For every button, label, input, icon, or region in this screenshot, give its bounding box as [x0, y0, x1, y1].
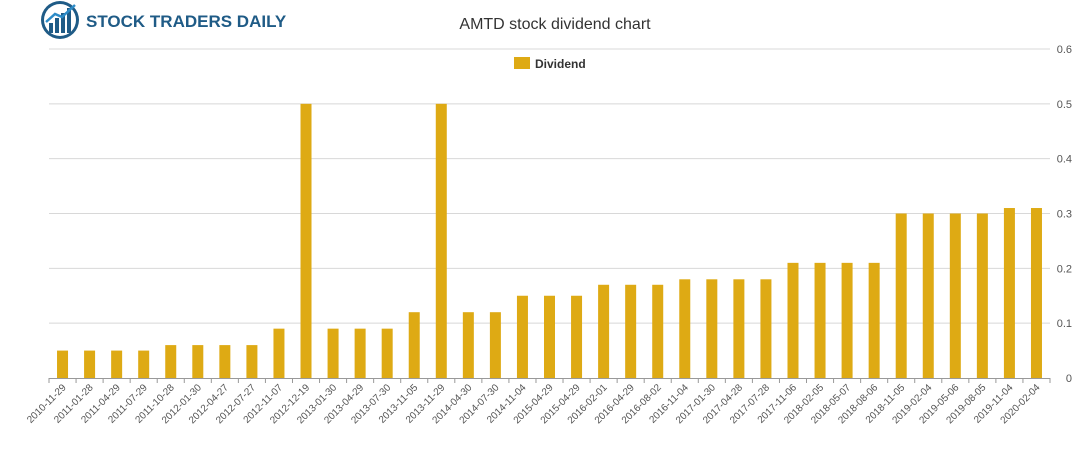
- y-tick-label: 0: [1066, 373, 1072, 385]
- dividend-bar: [787, 262, 799, 378]
- dividend-bar: [381, 328, 393, 378]
- dividend-bar: [327, 328, 339, 378]
- y-tick-label: 0.5: [1057, 99, 1072, 111]
- dividend-bar: [760, 279, 772, 378]
- dividend-bar: [84, 350, 96, 378]
- dividend-bars: [57, 103, 1042, 378]
- dividend-bar: [300, 103, 312, 378]
- y-tick-label: 0.6: [1057, 44, 1072, 56]
- dividend-bar: [516, 295, 528, 378]
- dividend-bar: [138, 350, 150, 378]
- dividend-bar: [679, 279, 691, 378]
- y-tick-label: 0.2: [1057, 263, 1072, 275]
- dividend-bar: [219, 345, 231, 378]
- y-tick-label: 0.1: [1057, 318, 1072, 330]
- dividend-bar: [111, 350, 123, 378]
- dividend-bar: [1003, 208, 1015, 378]
- dividend-bar: [165, 345, 177, 378]
- dividend-bar: [354, 328, 366, 378]
- dividend-bar: [814, 262, 826, 378]
- dividend-bar: [57, 350, 69, 378]
- legend-label: Dividend: [535, 57, 586, 71]
- dividend-bar: [733, 279, 745, 378]
- dividend-bar: [462, 312, 474, 378]
- dividend-bar: [976, 213, 988, 378]
- dividend-bar: [489, 312, 501, 378]
- chart-logo-icon: [41, 1, 79, 39]
- dividend-bar: [895, 213, 907, 378]
- brand-name: STOCK TRADERS DAILY: [86, 12, 287, 31]
- brand-logo: STOCK TRADERS DAILY: [41, 1, 287, 39]
- dividend-bar: [192, 345, 204, 378]
- dividend-bar: [625, 284, 637, 378]
- legend-swatch: [514, 57, 530, 69]
- dividend-bar: [652, 284, 664, 378]
- dividend-bar: [408, 312, 420, 378]
- dividend-bar: [1030, 208, 1042, 378]
- chart-title: AMTD stock dividend chart: [459, 16, 651, 33]
- dividend-bar: [571, 295, 583, 378]
- dividend-bar: [246, 345, 258, 378]
- x-axis: 2010-11-292011-01-282011-04-292011-07-29…: [25, 378, 1051, 426]
- dividend-bar: [273, 328, 285, 378]
- dividend-bar: [868, 262, 880, 378]
- y-tick-label: 0.3: [1057, 209, 1072, 221]
- legend: Dividend: [514, 57, 586, 71]
- dividend-bar: [435, 103, 447, 378]
- dividend-bar: [922, 213, 934, 378]
- y-axis-ticks: 0 0.1 0.2 0.3 0.4 0.5 0.6: [1057, 44, 1072, 385]
- dividend-bar: [841, 262, 853, 378]
- y-tick-label: 0.4: [1057, 154, 1072, 166]
- dividend-bar: [949, 213, 961, 378]
- dividend-bar: [706, 279, 718, 378]
- dividend-bar: [544, 295, 555, 378]
- dividend-bar: [598, 284, 610, 378]
